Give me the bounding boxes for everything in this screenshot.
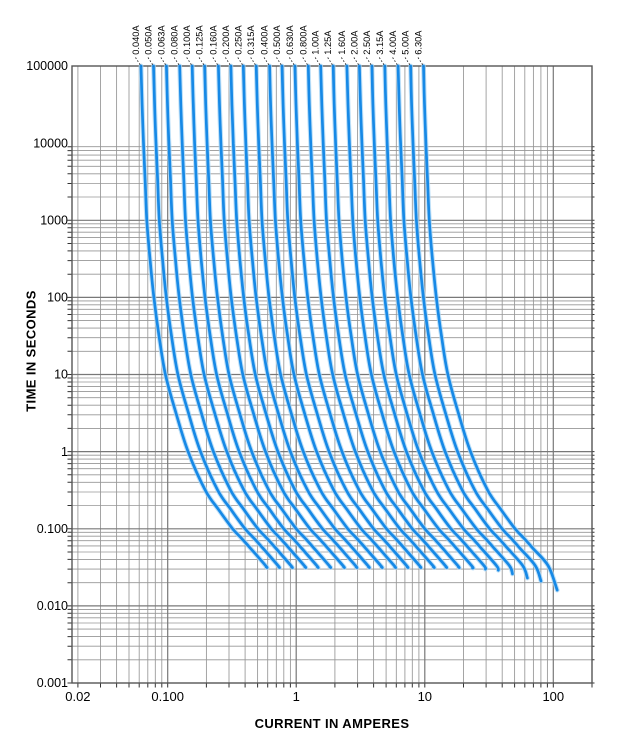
curve-label-5.00A: 5.00A: [401, 30, 411, 55]
curve-label-0.125A: 0.125A: [195, 25, 205, 55]
curve-label-2.00A: 2.00A: [349, 30, 359, 55]
curve-halo-1.60A: [344, 63, 476, 571]
curve-label-0.063A: 0.063A: [156, 25, 166, 55]
y-tick-0.010: 0.010: [37, 599, 68, 613]
curve-0.040A: [139, 64, 269, 569]
y-tick-100000: 100000: [26, 59, 68, 73]
curve-5.00A: [409, 64, 543, 583]
curve-0.315A: [254, 64, 384, 569]
axis-tick-marks: [67, 146, 595, 688]
curve-0.800A: [306, 64, 436, 569]
curve-0.200A: [229, 64, 359, 569]
x-tick-1: 1: [293, 689, 300, 704]
curve-0.160A: [217, 64, 346, 569]
x-axis-title: CURRENT IN AMPERES: [254, 716, 410, 731]
curve-2.00A: [358, 64, 488, 571]
curve-label-0.800A: 0.800A: [298, 25, 308, 55]
y-tick-10000: 10000: [33, 136, 68, 150]
curve-label-0.250A: 0.250A: [233, 25, 243, 55]
curve-label-0.100A: 0.100A: [182, 25, 192, 55]
curve-1.00A: [319, 64, 449, 569]
curve-2.50A: [370, 64, 500, 572]
x-tick-100: 100: [542, 689, 564, 704]
curve-label-4.00A: 4.00A: [388, 30, 398, 55]
curve-label-1.00A: 1.00A: [311, 30, 321, 55]
curve-0.125A: [203, 64, 333, 569]
x-tick-labels: 0.02 0.100 1 10 100: [65, 689, 564, 704]
curve-label-0.400A: 0.400A: [260, 25, 270, 55]
curve-labels: 0.040A 0.050A 0.063A 0.080A 0.100A 0.125A 0.16…: [131, 25, 425, 67]
curve-0.063A: [165, 64, 294, 569]
x-tick-0.02: 0.02: [65, 689, 90, 704]
curve-label-0.160A: 0.160A: [208, 25, 218, 55]
y-tick-1000: 1000: [40, 213, 68, 227]
curve-label-0.315A: 0.315A: [246, 25, 256, 55]
curve-0.080A: [178, 64, 308, 569]
y-tick-0.100: 0.100: [37, 522, 68, 536]
curve-label-0.630A: 0.630A: [285, 25, 295, 55]
curve-3.15A: [383, 64, 514, 576]
curve-label-1.25A: 1.25A: [323, 30, 333, 55]
x-tick-10: 10: [418, 689, 432, 704]
curve-label-0.040A: 0.040A: [131, 25, 141, 55]
y-tick-1: 1: [61, 445, 68, 459]
curve-0.500A: [280, 64, 410, 569]
curve-0.250A: [241, 64, 371, 569]
curve-label-1.60A: 1.60A: [337, 30, 347, 55]
curve-label-3.15A: 3.15A: [375, 30, 385, 55]
curve-label-0.500A: 0.500A: [272, 25, 282, 55]
curve-label-0.080A: 0.080A: [170, 25, 180, 55]
curve-1.60A: [345, 64, 475, 570]
curve-6.30A: [422, 64, 559, 592]
curve-0.050A: [152, 64, 281, 569]
curve-label-0.200A: 0.200A: [221, 25, 231, 55]
curve-label-6.30A: 6.30A: [414, 30, 424, 55]
curve-1.25A: [331, 64, 461, 569]
x-tick-0.100: 0.100: [151, 689, 184, 704]
curve-label-2.50A: 2.50A: [362, 30, 372, 55]
y-tick-0.001: 0.001: [37, 676, 68, 690]
curve-0.100A: [190, 64, 320, 569]
curve-0.400A: [268, 64, 397, 569]
y-tick-labels: 100000 10000 1000 100 10 1 0.100 0.010 0.001: [26, 59, 68, 690]
curve-4.00A: [396, 64, 529, 580]
y-tick-100: 100: [47, 291, 68, 305]
curve-label-0.050A: 0.050A: [144, 25, 154, 55]
curve-0.630A: [293, 64, 423, 569]
y-tick-10: 10: [54, 368, 68, 382]
fuse-curves: [138, 63, 560, 593]
